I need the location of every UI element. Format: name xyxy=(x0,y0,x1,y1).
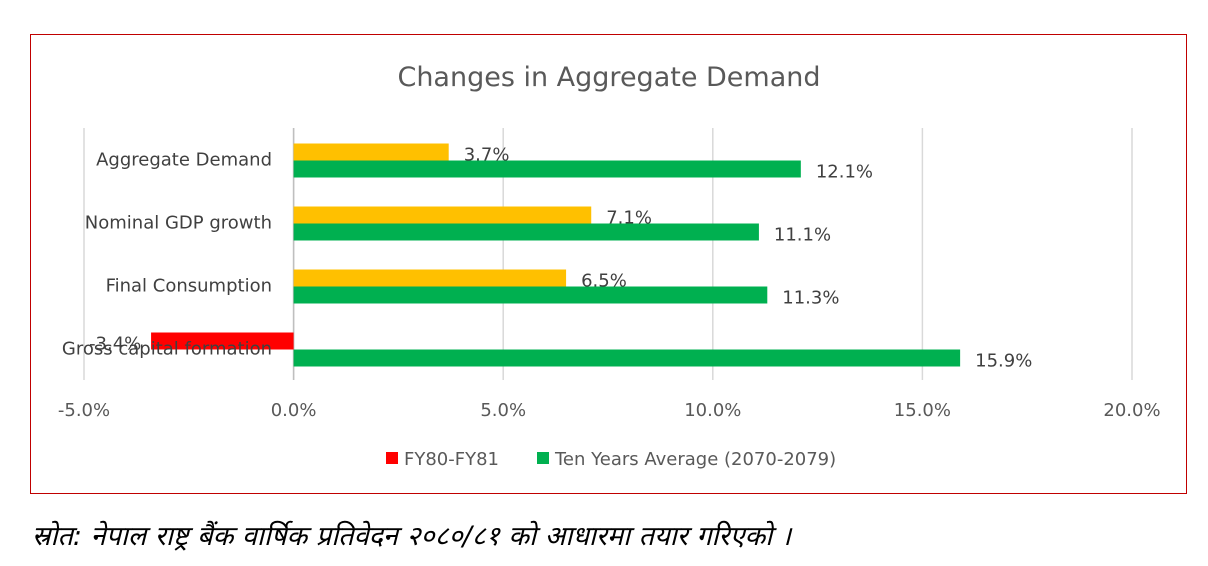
legend-label: Ten Years Average (2070-2079) xyxy=(554,449,836,470)
data-label: 15.9% xyxy=(975,351,1032,372)
labels: -5.0% 0.0% 5.0% 10.0% 15.0% 20.0% Aggregate De… xyxy=(58,145,1161,422)
data-label: -3.4% xyxy=(89,334,141,355)
x-tick-label: 0.0% xyxy=(271,400,317,421)
bar-ten-year-average xyxy=(293,160,801,178)
data-label: 6.5% xyxy=(581,271,627,292)
category-label: Gross capital formation xyxy=(62,339,272,360)
x-tick-label: 20.0% xyxy=(1103,400,1160,421)
bar-fy80-fy81 xyxy=(293,143,449,161)
x-tick-label: -5.0% xyxy=(58,400,110,421)
category-label: Aggregate Demand xyxy=(96,150,272,171)
category-label: Final Consumption xyxy=(106,276,272,297)
data-label: 11.3% xyxy=(782,288,839,309)
bar-fy80-fy81 xyxy=(151,332,294,350)
bar-ten-year-average xyxy=(293,286,768,304)
bar-ten-year-average xyxy=(293,349,961,367)
bar-ten-year-average xyxy=(293,223,759,241)
data-label: 3.7% xyxy=(464,145,510,166)
x-tick-label: 10.0% xyxy=(684,400,741,421)
category-label: Nominal GDP growth xyxy=(85,213,272,234)
data-label: 7.1% xyxy=(606,208,652,229)
bar-fy80-fy81 xyxy=(293,206,592,224)
legend: FY80-FY81 Ten Years Average (2070-2079) xyxy=(386,449,836,470)
x-tick-label: 5.0% xyxy=(480,400,526,421)
x-tick-label: 15.0% xyxy=(894,400,951,421)
chart-title: Changes in Aggregate Demand xyxy=(397,62,820,93)
bars xyxy=(151,143,961,367)
legend-label: FY80-FY81 xyxy=(404,449,499,470)
data-label: 12.1% xyxy=(816,162,873,183)
source-note: स्रोत: नेपाल राष्ट्र बैंक वार्षिक प्रतिव… xyxy=(32,521,792,552)
chart-frame xyxy=(30,34,1187,494)
data-label: 11.1% xyxy=(774,225,831,246)
bar-fy80-fy81 xyxy=(293,269,567,287)
legend-swatch xyxy=(386,452,398,464)
legend-swatch xyxy=(537,452,549,464)
